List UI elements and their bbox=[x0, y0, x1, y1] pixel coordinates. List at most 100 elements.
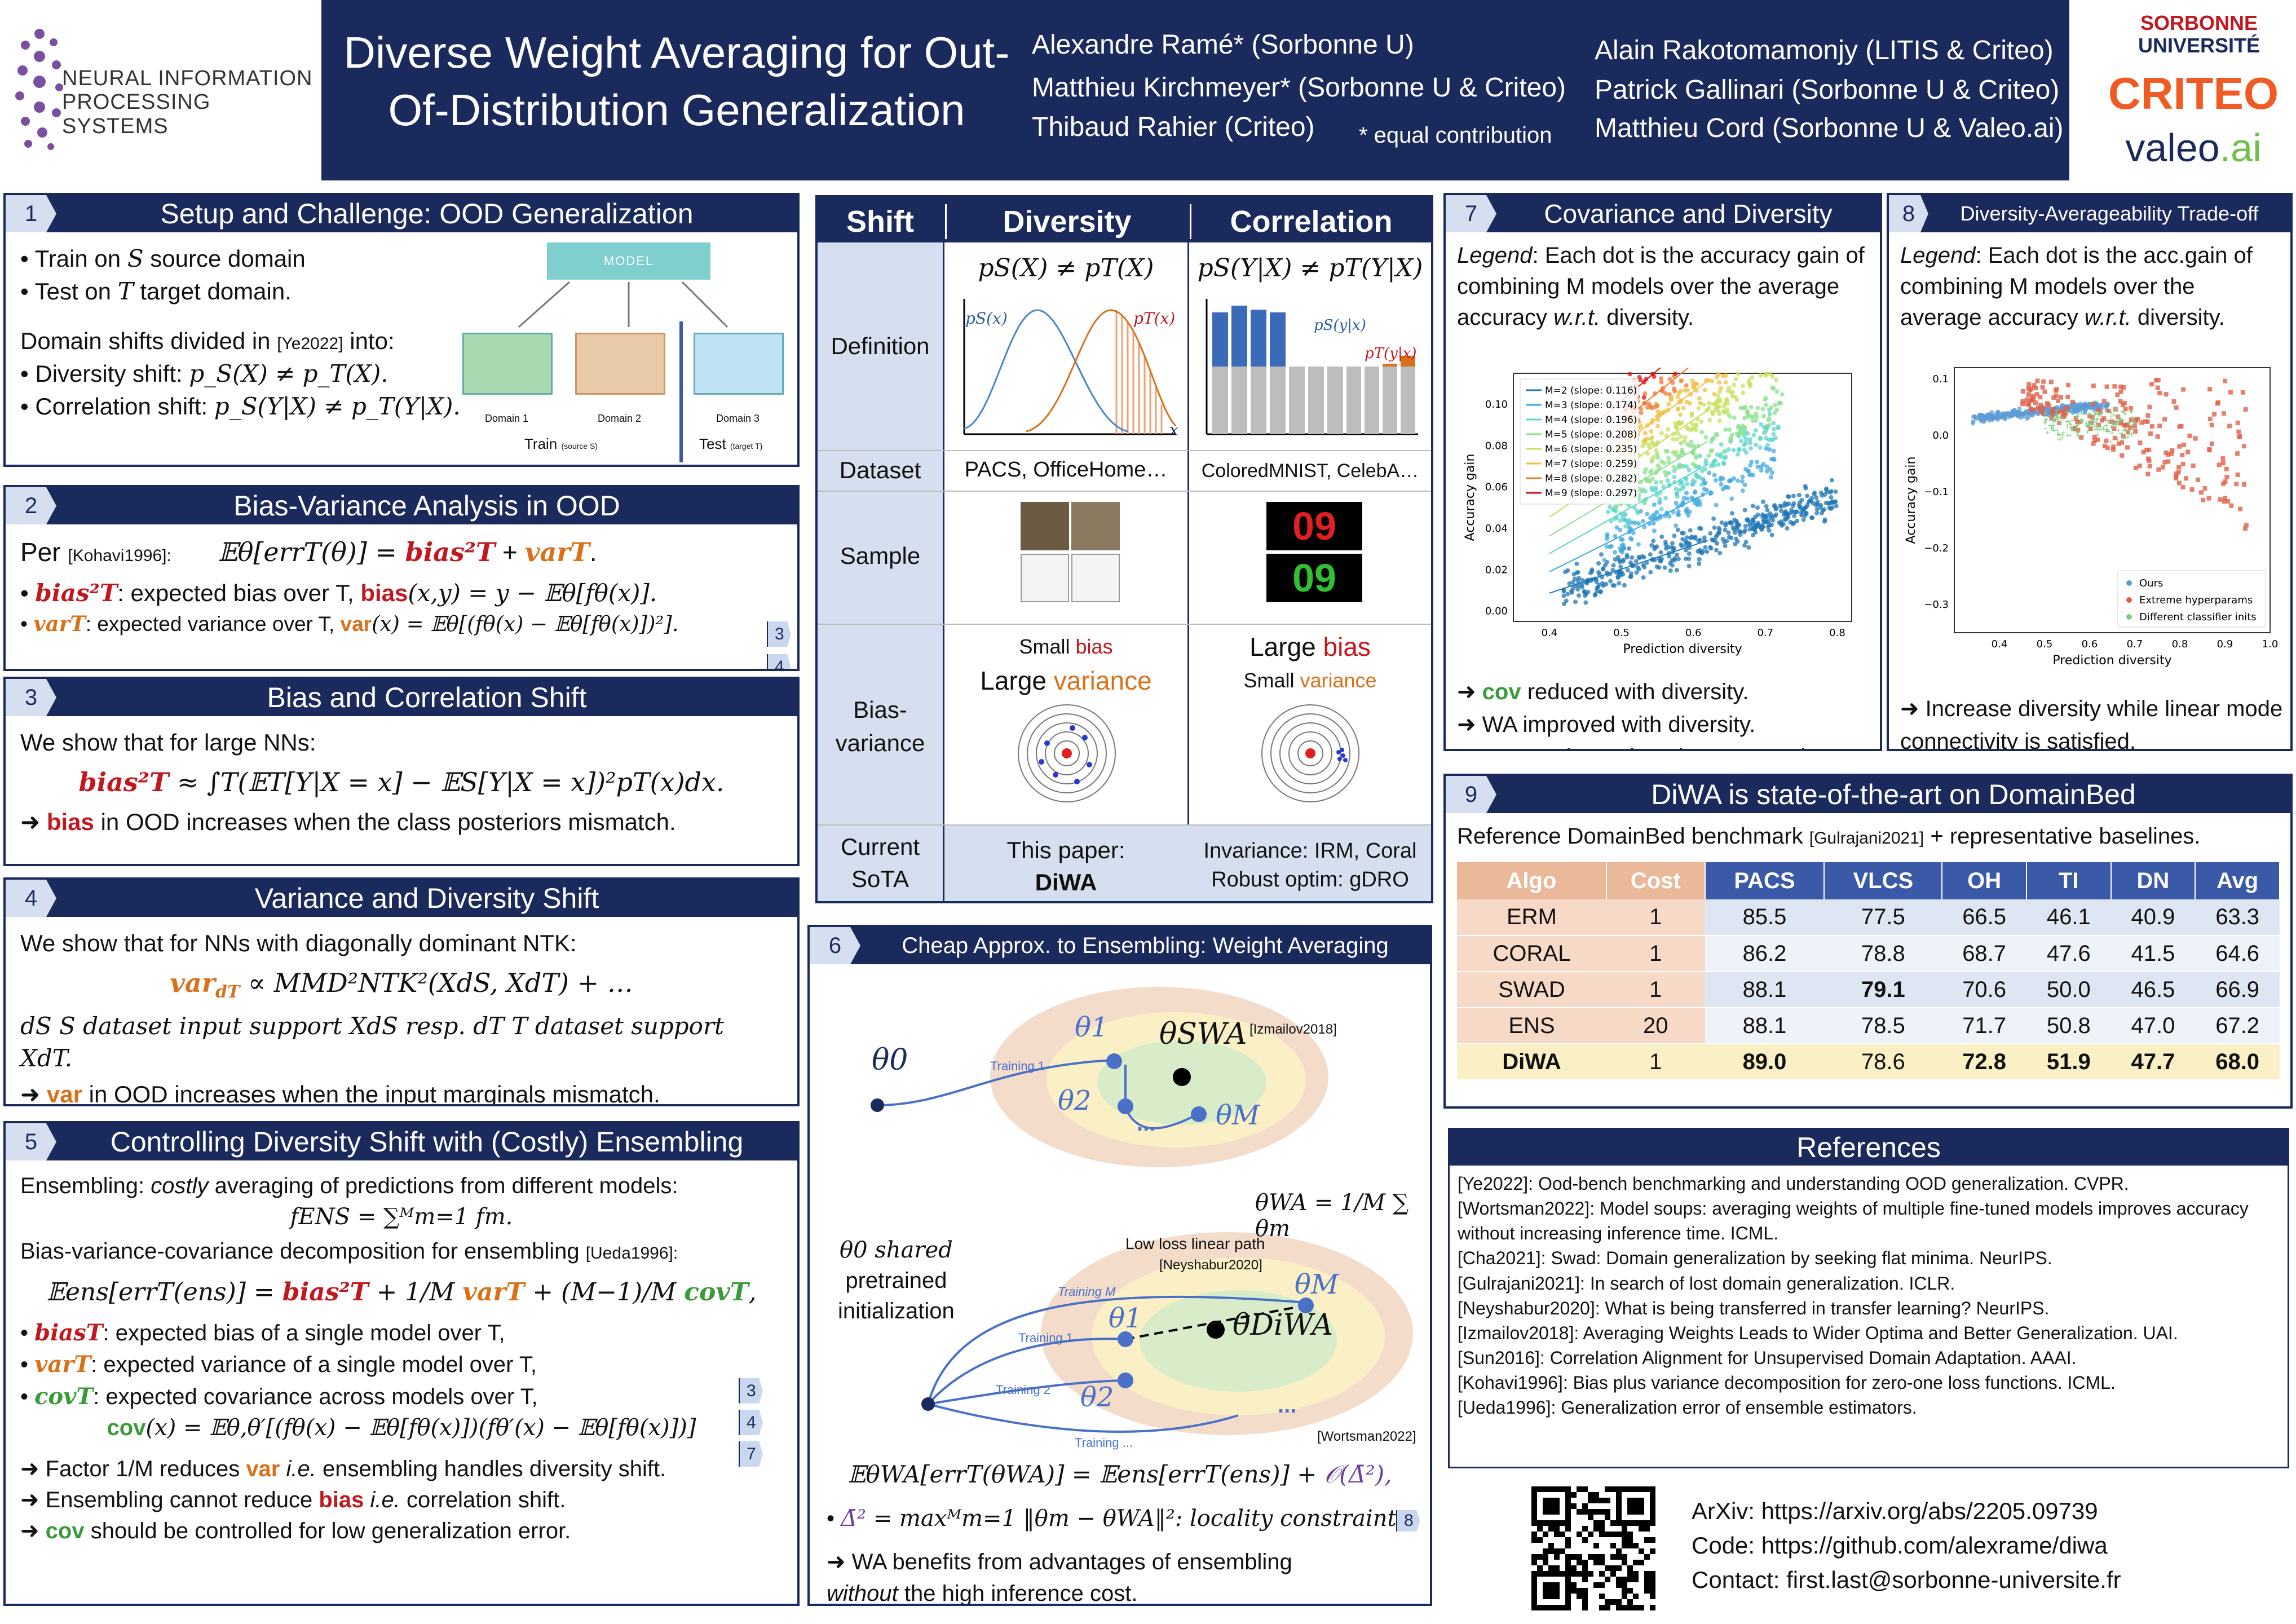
results-cell: 51.9 bbox=[2026, 1044, 2111, 1081]
c8-point-extreme bbox=[2090, 401, 2095, 407]
c8-point-inits: + bbox=[2089, 410, 2094, 419]
p1-line-1: • Train on S source domain bbox=[20, 245, 306, 272]
c7-point bbox=[1776, 426, 1781, 431]
c7-point bbox=[1605, 509, 1610, 514]
qr-module bbox=[1543, 1588, 1548, 1594]
c7-point bbox=[1754, 418, 1759, 423]
c7-point bbox=[1771, 431, 1776, 436]
results-cell: 68.7 bbox=[1942, 935, 2026, 973]
posterior-bar-target bbox=[1383, 364, 1397, 367]
c7-point bbox=[1677, 421, 1682, 426]
c7-point bbox=[1686, 551, 1692, 556]
c7-point bbox=[1732, 382, 1737, 387]
arxiv-link[interactable]: ArXiv: https://arxiv.org/abs/2205.09739 bbox=[1692, 1498, 2098, 1524]
c7-legend-entry: M=4 (slope: 0.196) bbox=[1545, 414, 1637, 426]
qr-module bbox=[1610, 1599, 1616, 1605]
c7-point bbox=[1786, 494, 1791, 499]
c7-point bbox=[1733, 377, 1738, 382]
qr-module bbox=[1605, 1486, 1610, 1492]
c7-point bbox=[1814, 495, 1819, 500]
p5-ref-tag-4[interactable]: 4 bbox=[739, 1410, 763, 1436]
c7-point bbox=[1691, 384, 1696, 389]
c7-point bbox=[1673, 421, 1678, 426]
def-correlation: pS(Y|X) ≠ pT(Y|X) bbox=[1197, 254, 1423, 283]
c8-point-extreme bbox=[2170, 448, 2175, 453]
col-correlation-header: Correlation bbox=[1190, 204, 1431, 239]
c8-point-extreme bbox=[2126, 429, 2131, 434]
c7-point bbox=[1764, 403, 1769, 408]
c8-point-extreme bbox=[2118, 399, 2123, 404]
qr-module bbox=[1633, 1577, 1639, 1582]
c7-point bbox=[1742, 543, 1747, 548]
p4-line-1: We show that for NNs with diagonally dom… bbox=[20, 930, 577, 956]
c7-point bbox=[1699, 482, 1705, 487]
qr-module bbox=[1565, 1515, 1571, 1520]
c8-point-extreme bbox=[2229, 503, 2234, 508]
qr-module bbox=[1650, 1515, 1655, 1520]
qr-module bbox=[1543, 1582, 1548, 1588]
qr-module bbox=[1548, 1520, 1554, 1526]
c8-point-extreme bbox=[2220, 456, 2226, 461]
c8-point-inits: + bbox=[2055, 406, 2059, 415]
p2-ref-tag-4[interactable]: 4 bbox=[767, 654, 791, 669]
qr-module bbox=[1650, 1537, 1655, 1543]
qr-module bbox=[1554, 1605, 1560, 1610]
c7-point bbox=[1657, 565, 1662, 570]
c7-point bbox=[1767, 423, 1772, 428]
qr-module bbox=[1639, 1605, 1644, 1610]
c8-point-inits: + bbox=[2104, 426, 2108, 435]
c7-point bbox=[1792, 514, 1797, 519]
shift-comparison-table: Shift Diversity Correlation Definition D… bbox=[815, 195, 1433, 903]
qr-module bbox=[1616, 1532, 1622, 1537]
c8-point-inits: + bbox=[2098, 407, 2102, 416]
qr-module bbox=[1565, 1588, 1571, 1594]
c7-point bbox=[1577, 583, 1582, 588]
p2-ref-tag-3[interactable]: 3 bbox=[767, 621, 791, 647]
qr-module bbox=[1593, 1543, 1599, 1548]
code-link[interactable]: Code: https://github.com/alexrame/diwa bbox=[1692, 1532, 2108, 1559]
c7-legend-entry: M=3 (slope: 0.174) bbox=[1545, 400, 1637, 411]
c8-x-tick: 0.4 bbox=[1992, 638, 2008, 650]
qr-module bbox=[1543, 1548, 1548, 1554]
c7-point bbox=[1725, 401, 1730, 406]
c7-point bbox=[1769, 470, 1774, 475]
c7-point bbox=[1760, 407, 1765, 412]
qr-module bbox=[1582, 1503, 1588, 1509]
c8-point-inits: + bbox=[2044, 415, 2048, 424]
c7-point bbox=[1747, 527, 1752, 532]
p6-ref-tag-8[interactable]: 8 bbox=[1396, 1510, 1420, 1532]
c8-point-inits: + bbox=[2065, 417, 2069, 426]
c7-point bbox=[1769, 532, 1774, 537]
c7-point bbox=[1721, 404, 1727, 409]
domain-1-label: Domain 1 bbox=[485, 413, 529, 424]
results-cell: 78.5 bbox=[1824, 1008, 1942, 1045]
qr-module bbox=[1605, 1605, 1610, 1610]
c7-point bbox=[1659, 379, 1664, 385]
posterior-bar-base bbox=[1365, 367, 1379, 434]
table-row: DiWA 1 89.0 78.6 72.8 51.9 47.7 68.0 bbox=[1457, 1044, 2280, 1081]
qr-code-icon[interactable] bbox=[1531, 1486, 1655, 1610]
p5-ref-tag-3[interactable]: 3 bbox=[739, 1378, 763, 1404]
qr-module bbox=[1582, 1565, 1588, 1571]
c8-point-extreme bbox=[2115, 392, 2120, 397]
results-cell: 50.0 bbox=[2026, 972, 2111, 1009]
posterior-bar-base bbox=[1383, 367, 1397, 434]
c7-point bbox=[1747, 437, 1752, 442]
qr-module bbox=[1622, 1537, 1627, 1543]
qr-module bbox=[1560, 1486, 1565, 1492]
posterior-bar-base bbox=[1212, 367, 1228, 434]
c7-point bbox=[1796, 503, 1802, 508]
p5-ref-tag-7[interactable]: 7 bbox=[739, 1441, 763, 1467]
c7-point bbox=[1731, 476, 1736, 481]
c7-point bbox=[1648, 470, 1653, 475]
c8-point-inits: + bbox=[2103, 403, 2108, 412]
qr-module bbox=[1543, 1571, 1548, 1577]
contact-link[interactable]: Contact: first.last@sorbonne-universite.… bbox=[1692, 1566, 2121, 1593]
qr-module bbox=[1548, 1509, 1554, 1515]
qr-module bbox=[1599, 1532, 1605, 1537]
p9-intro: Reference DomainBed benchmark [Gulrajani… bbox=[1457, 824, 2201, 849]
c8-point-inits: + bbox=[2042, 417, 2047, 426]
c7-point bbox=[1809, 515, 1814, 520]
qr-module bbox=[1593, 1526, 1599, 1532]
c8-point-extreme bbox=[2105, 445, 2110, 451]
